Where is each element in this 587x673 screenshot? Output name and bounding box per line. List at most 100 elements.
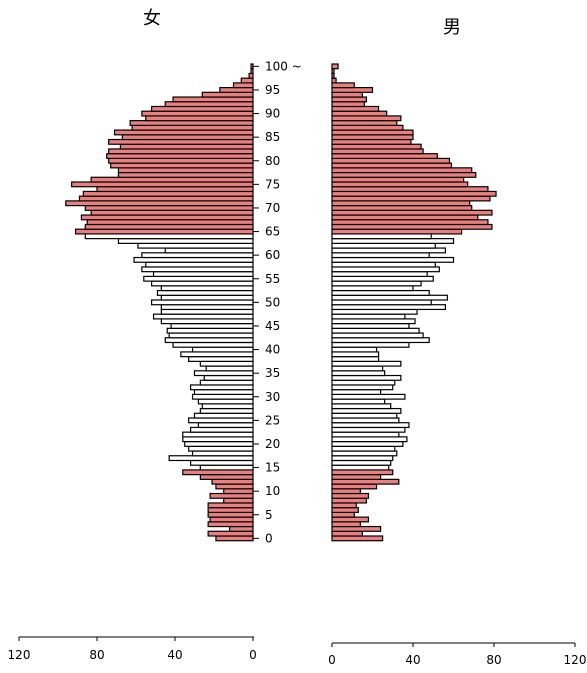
- female-bar-age-100: [250, 63, 254, 70]
- female-bar-age-23: [190, 426, 254, 433]
- female-bar-age-0: [215, 535, 254, 542]
- female-bar-age-22: [182, 431, 254, 438]
- age-label-5: 5: [265, 508, 273, 522]
- female-x-tick-label-0: 0: [249, 648, 257, 662]
- male-bar-age-60: [331, 252, 430, 259]
- female-bar-age-83: [119, 143, 254, 150]
- female-bar-age-48: [160, 308, 254, 315]
- male-bar-age-59: [331, 256, 455, 263]
- male-bar-age-51: [331, 294, 449, 301]
- male-bar-age-24: [331, 422, 410, 429]
- male-x-ticks: 0 40 80 120: [328, 643, 586, 667]
- age-label-55: 55: [265, 272, 280, 286]
- male-bar-age-88: [331, 120, 398, 126]
- male-bar-age-74: [331, 186, 489, 193]
- female-bar-age-98: [248, 72, 254, 79]
- male-bar-age-47: [331, 313, 406, 320]
- female-bar-age-70: [84, 205, 254, 211]
- male-bar-age-42: [331, 337, 430, 344]
- female-bar-age-93: [172, 96, 254, 103]
- female-bar-age-54: [151, 280, 254, 287]
- female-bar-age-1: [207, 530, 254, 537]
- female-bar-age-19: [188, 445, 254, 452]
- female-bar-age-60: [141, 252, 254, 259]
- female-bar-age-26: [193, 412, 254, 419]
- male-bar-age-99: [331, 68, 335, 75]
- male-bar-age-78: [331, 167, 473, 174]
- female-bar-age-72: [78, 195, 254, 202]
- age-label-70: 70: [265, 201, 280, 215]
- female-bar-age-28: [201, 403, 254, 410]
- age-label-45: 45: [265, 319, 280, 333]
- male-bar-age-11: [331, 483, 378, 490]
- male-bar-age-82: [331, 148, 424, 155]
- male-bar-age-89: [331, 115, 402, 122]
- female-bar-age-2: [229, 525, 254, 532]
- female-bar-age-55: [143, 275, 254, 282]
- age-label-95: 95: [265, 83, 280, 97]
- female-bar-age-74: [96, 186, 254, 193]
- male-bar-age-85: [331, 134, 414, 141]
- female-bar-age-68: [80, 214, 254, 221]
- male-bar-age-49: [331, 304, 447, 311]
- female-bar-age-16: [190, 459, 254, 466]
- male-bar-age-32: [331, 384, 394, 391]
- female-bar-age-95: [219, 86, 254, 93]
- male-bar-age-61: [331, 247, 447, 254]
- male-bar-age-9: [331, 492, 370, 499]
- male-bar-age-30: [331, 393, 406, 400]
- male-bar-age-93: [331, 96, 368, 103]
- female-bars: [65, 63, 254, 542]
- male-bar-age-26: [331, 412, 398, 419]
- male-x-tick-label-40: 40: [405, 653, 420, 667]
- male-bar-age-73: [331, 190, 497, 197]
- male-bar-age-37: [331, 360, 402, 367]
- age-label-80: 80: [265, 154, 280, 168]
- female-bar-age-6: [207, 507, 254, 513]
- male-bar-age-86: [331, 129, 414, 136]
- female-bar-age-85: [121, 134, 254, 141]
- male-bar-age-14: [331, 469, 394, 476]
- female-bar-age-33: [199, 379, 254, 386]
- female-bar-age-89: [145, 115, 254, 122]
- male-bar-age-22: [331, 431, 400, 438]
- female-x-ticks: 120 80 40 0: [8, 637, 257, 662]
- male-bar-age-87: [331, 124, 404, 131]
- female-bar-age-13: [199, 474, 254, 480]
- male-bar-age-29: [331, 398, 386, 405]
- male-bar-age-65: [331, 228, 463, 235]
- male-bar-age-55: [331, 275, 434, 282]
- female-bar-age-47: [152, 313, 254, 320]
- male-bar-age-0: [331, 535, 384, 542]
- female-x-tick-label-40: 40: [167, 648, 182, 662]
- age-label-30: 30: [265, 390, 280, 404]
- age-label-65: 65: [265, 225, 280, 239]
- female-bar-age-30: [191, 393, 254, 400]
- male-bar-age-25: [331, 417, 400, 424]
- female-bar-age-32: [190, 384, 254, 391]
- female-bar-age-18: [191, 450, 254, 457]
- female-bar-age-46: [160, 318, 254, 325]
- male-bar-age-58: [331, 261, 436, 268]
- female-bar-age-53: [160, 285, 254, 292]
- male-bar-age-19: [331, 445, 396, 452]
- male-bar-age-1: [331, 530, 363, 537]
- age-label-100: 100 ~: [265, 59, 302, 73]
- female-bar-age-62: [137, 242, 254, 249]
- female-bar-age-17: [168, 455, 254, 462]
- female-bar-age-9: [209, 492, 254, 499]
- female-bar-age-50: [151, 299, 254, 306]
- male-bar-age-43: [331, 332, 424, 339]
- female-bar-age-56: [152, 271, 254, 277]
- male-bar-age-68: [331, 214, 479, 221]
- male-bar-age-36: [331, 365, 384, 372]
- female-bar-age-34: [203, 374, 254, 381]
- female-bar-age-57: [141, 266, 254, 273]
- female-bar-age-76: [90, 176, 254, 183]
- male-bar-age-50: [331, 299, 432, 306]
- male-bar-age-72: [331, 195, 491, 202]
- male-bar-age-33: [331, 379, 396, 386]
- male-bar-age-46: [331, 318, 416, 325]
- male-bar-age-18: [331, 450, 398, 457]
